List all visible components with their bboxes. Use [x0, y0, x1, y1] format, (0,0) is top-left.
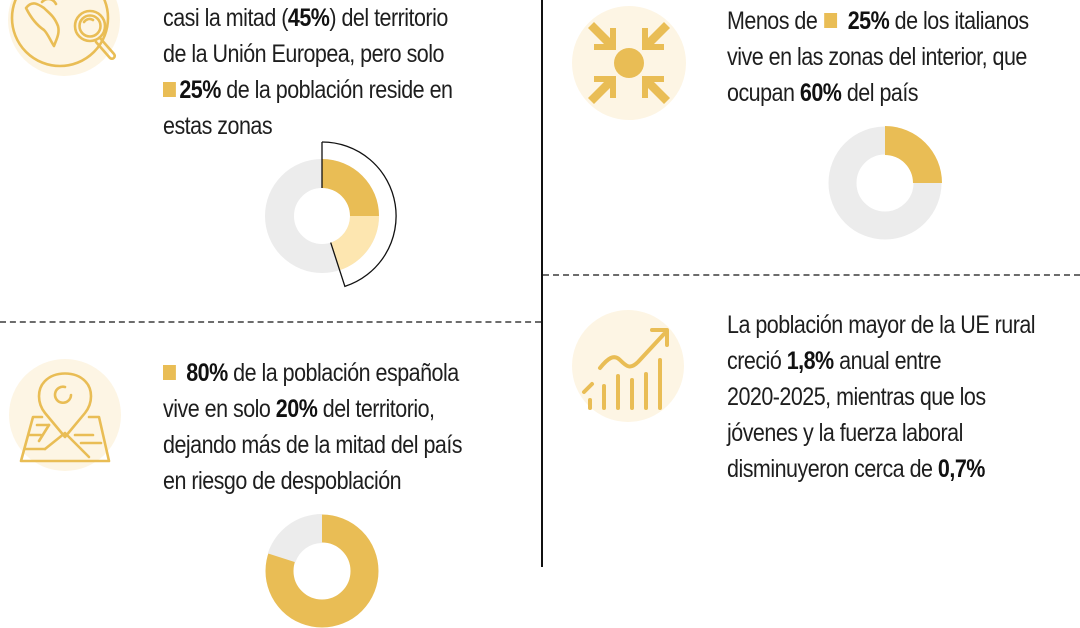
- text-line: jóvenes y la fuerza laboral: [727, 419, 963, 447]
- text-line: La población mayor de la UE rural: [727, 311, 1036, 339]
- highlight-value: 60%: [799, 79, 842, 107]
- highlight-value: 25%: [179, 76, 221, 104]
- donut-segment-rest: [267, 514, 322, 563]
- text-line: 80% de la población española: [163, 355, 462, 391]
- text-line: 25% de la población reside en: [163, 72, 453, 108]
- highlight-value: 45%: [287, 4, 330, 32]
- text-line: casi la mitad (45%) del territorio: [163, 4, 448, 32]
- text-line: creció 1,8% anual entre: [727, 347, 942, 375]
- text-line: de la Unión Europea, pero solo: [163, 40, 444, 68]
- horizontal-divider-right: [543, 274, 1080, 276]
- block-eu-rural-text: casi la mitad (45%) del territorio de la…: [163, 0, 453, 144]
- text-line: dejando más de la mitad del país: [163, 431, 463, 459]
- donut-segment-population: [322, 159, 379, 216]
- vertical-divider: [541, 0, 543, 567]
- text-line: ocupan 60% del país: [727, 79, 919, 107]
- highlight-value: 1,8%: [786, 347, 834, 375]
- map-pin-icon: [19, 372, 111, 463]
- text-line: vive en las zonas del interior, que: [727, 43, 1027, 71]
- donut-chart-eu: [265, 141, 397, 288]
- legend-square: [163, 365, 176, 380]
- donut-chart-spain: [265, 514, 379, 628]
- block-italy-text: Menos de 25% de los italianos vive en la…: [727, 3, 1029, 111]
- text-line: disminuyeron cerca de 0,7%: [727, 455, 985, 483]
- highlight-value: 80%: [186, 359, 228, 387]
- block-eu-aging-text: La población mayor de la UE rural creció…: [727, 307, 1036, 487]
- block-spain-text: 80% de la población española vive en sol…: [163, 355, 463, 499]
- text-line: vive en solo 20% del territorio,: [163, 395, 435, 423]
- text-line: 2020-2025, mientras que los: [727, 383, 986, 411]
- highlight-value: 0,7%: [937, 455, 985, 483]
- highlight-value: 25%: [847, 7, 890, 35]
- horizontal-divider-left: [0, 321, 541, 323]
- arrows-converge-icon: [588, 22, 670, 104]
- legend-square: [824, 13, 838, 28]
- text-line: en riesgo de despoblación: [163, 467, 402, 495]
- text-line: estas zonas: [163, 112, 273, 140]
- legend-square: [163, 82, 176, 97]
- globe-magnifier-icon: [10, 0, 116, 68]
- donut-segment-territory: [330, 216, 379, 271]
- donut-segment-interior: [885, 126, 942, 183]
- highlight-value: 20%: [275, 395, 318, 423]
- donut-chart-italy: [828, 126, 942, 240]
- growth-chart-icon: [582, 328, 669, 410]
- icon-circle: [9, 359, 121, 471]
- text-line: Menos de 25% de los italianos: [727, 7, 1029, 35]
